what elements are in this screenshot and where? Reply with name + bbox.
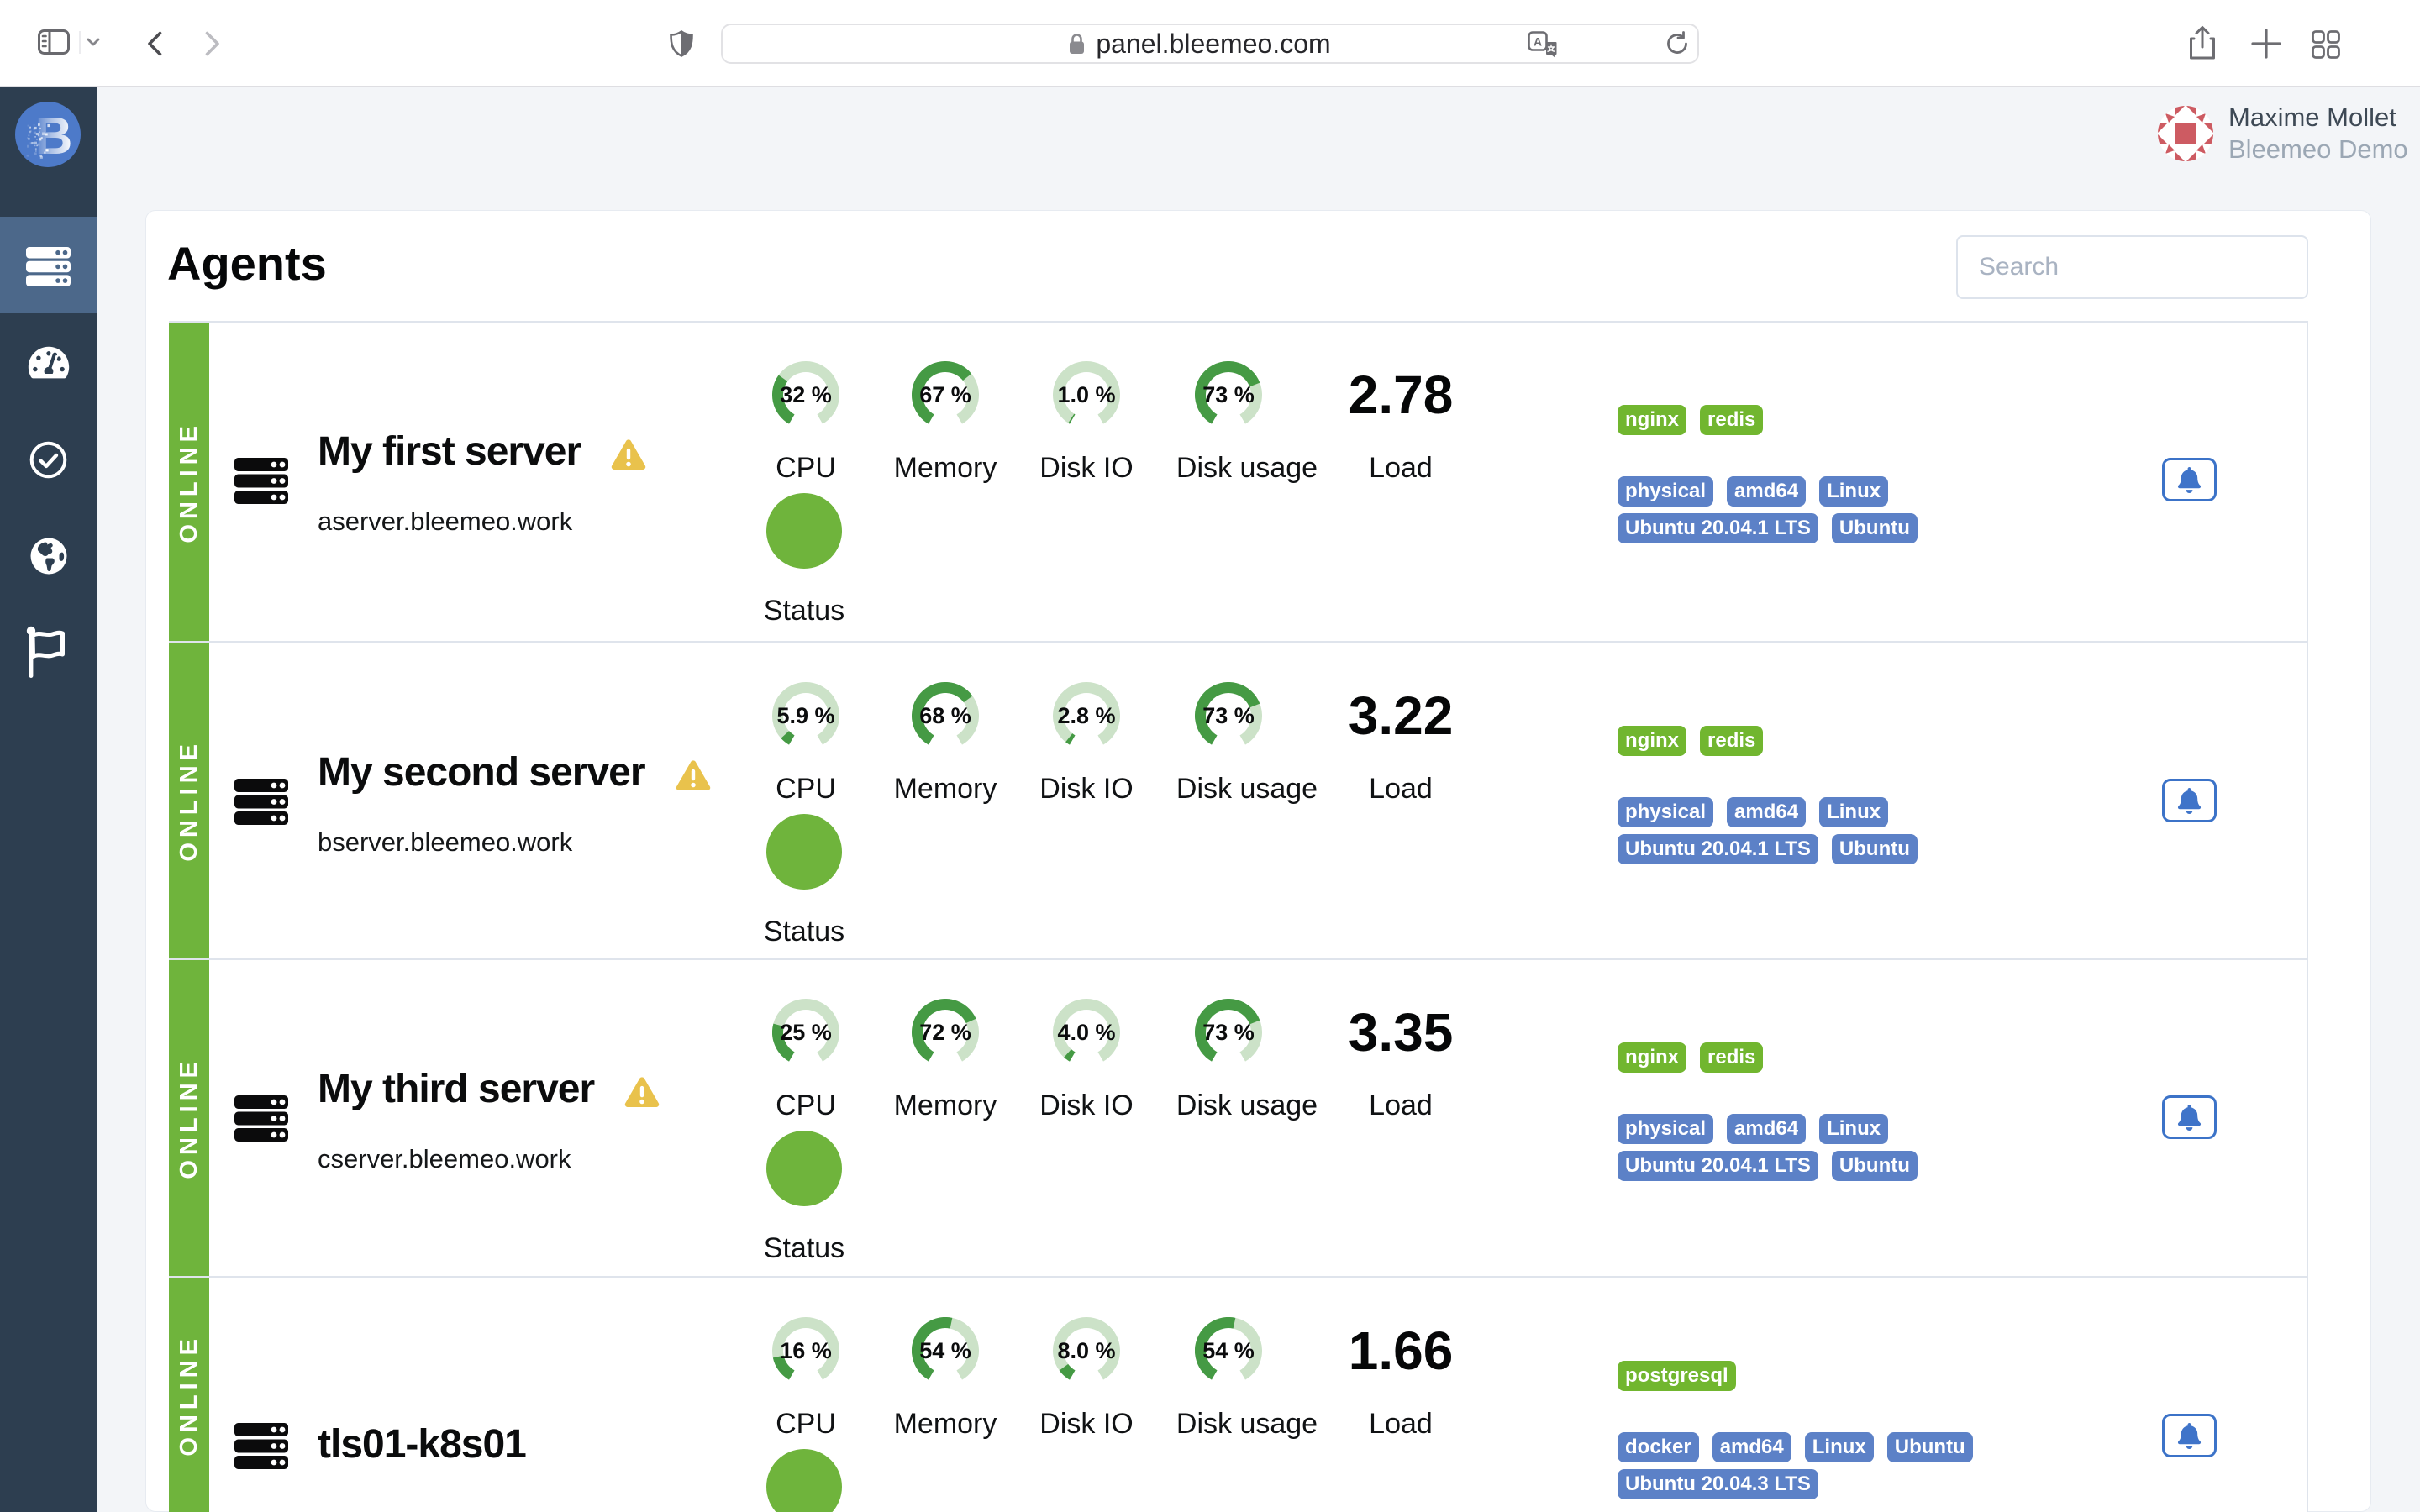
svg-text:A: A [1534,35,1542,49]
